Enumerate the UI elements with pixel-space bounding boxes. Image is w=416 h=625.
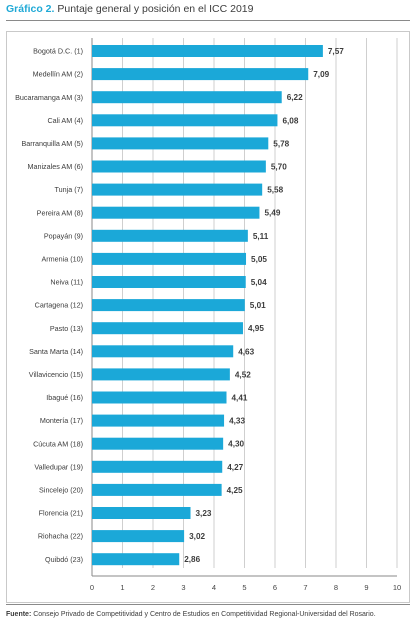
data-label: 4,41 xyxy=(232,394,248,403)
data-label: 3,02 xyxy=(189,532,205,541)
bar-chart: 0 1 2 3 4 5 6 7 8 9 10 Bogotá D.C. (1) 7,57 Medellín … xyxy=(15,38,401,592)
x-tick-label: 10 xyxy=(393,583,401,592)
data-label: 5,01 xyxy=(250,301,266,310)
data-label: 5,58 xyxy=(267,186,283,195)
category-label: Cúcuta AM (18) xyxy=(33,439,83,448)
category-label: Pereira AM (8) xyxy=(37,208,83,217)
bar xyxy=(92,252,247,265)
bar xyxy=(92,345,234,358)
footer-rule xyxy=(6,604,410,605)
data-label: 4,52 xyxy=(235,370,251,379)
bar xyxy=(92,322,243,335)
data-label: 7,57 xyxy=(328,47,344,56)
title-rule xyxy=(6,20,410,21)
source-text: Consejo Privado de Competitividad y Cent… xyxy=(33,611,376,618)
plot-frame xyxy=(6,31,410,603)
x-tick-label: 7 xyxy=(303,583,307,592)
bar xyxy=(92,206,260,219)
bar xyxy=(92,460,223,473)
bar xyxy=(92,553,180,566)
category-label: Florencia (21) xyxy=(39,509,83,518)
x-tick-label: 0 xyxy=(90,583,94,592)
data-label: 6,22 xyxy=(287,93,303,102)
category-label: Santa Marta (14) xyxy=(29,347,83,356)
category-label: Cali AM (4) xyxy=(47,116,83,125)
data-label: 7,09 xyxy=(313,70,329,79)
data-label: 5,78 xyxy=(273,139,289,148)
category-label: Ibagué (16) xyxy=(46,393,83,402)
category-label: Popayán (9) xyxy=(44,231,83,240)
bar xyxy=(92,437,224,450)
bar xyxy=(92,391,227,404)
x-tick-label: 1 xyxy=(120,583,124,592)
category-label: Pasto (13) xyxy=(50,324,83,333)
category-label: Manizales AM (6) xyxy=(27,162,83,171)
data-label: 4,25 xyxy=(227,486,243,495)
data-label: 4,33 xyxy=(229,417,245,426)
bar xyxy=(92,45,323,57)
category-label: Sincelejo (20) xyxy=(39,486,83,495)
x-tick-label: 3 xyxy=(181,583,185,592)
chart-title-text: Puntaje general y posición en el ICC 201… xyxy=(57,3,254,15)
bar xyxy=(92,137,269,150)
bar xyxy=(92,414,225,427)
bar xyxy=(92,483,222,496)
data-label: 5,04 xyxy=(251,278,267,287)
category-label: Bucaramanga AM (3) xyxy=(15,93,83,102)
bar xyxy=(92,114,278,127)
category-label: Bogotá D.C. (1) xyxy=(33,47,83,56)
bar xyxy=(92,229,248,242)
category-label: Armenia (10) xyxy=(41,255,83,264)
category-label: Tunja (7) xyxy=(55,185,84,194)
data-label: 5,05 xyxy=(251,255,267,264)
x-tick-label: 9 xyxy=(364,583,368,592)
data-label: 4,27 xyxy=(227,463,243,472)
bar xyxy=(92,530,185,543)
bar xyxy=(92,91,282,104)
chart-title: Gráfico 2. Puntaje general y posición en… xyxy=(6,3,254,15)
category-label: Montería (17) xyxy=(40,416,83,425)
data-label: 5,11 xyxy=(253,232,269,241)
data-label: 5,70 xyxy=(271,163,287,172)
chart-title-prefix: Gráfico 2. xyxy=(6,3,55,15)
category-label: Villavicencio (15) xyxy=(29,370,83,379)
source-label: Fuente: xyxy=(6,611,32,618)
x-tick-label: 4 xyxy=(212,583,216,592)
category-label: Barranquilla AM (5) xyxy=(21,139,83,148)
category-label: Neiva (11) xyxy=(50,278,83,287)
bar xyxy=(92,68,309,81)
bar xyxy=(92,160,266,173)
data-label: 5,49 xyxy=(264,209,280,218)
category-label: Quibdó (23) xyxy=(45,555,83,564)
category-label: Medellín AM (2) xyxy=(33,70,83,79)
data-label: 4,30 xyxy=(228,440,244,449)
category-label: Cartagena (12) xyxy=(35,301,83,310)
bar xyxy=(92,507,191,519)
x-tick-label: 8 xyxy=(334,583,338,592)
bar xyxy=(92,368,230,381)
category-label: Valledupar (19) xyxy=(34,462,83,471)
x-tick-label: 2 xyxy=(151,583,155,592)
data-label: 2,86 xyxy=(184,555,200,564)
x-tick-label: 5 xyxy=(242,583,246,592)
source-note: Fuente: Consejo Privado de Competitivida… xyxy=(6,611,376,618)
data-label: 4,95 xyxy=(248,324,264,333)
bar xyxy=(92,299,245,312)
data-label: 3,23 xyxy=(196,509,212,518)
data-label: 4,63 xyxy=(238,347,254,356)
category-label: Riohacha (22) xyxy=(38,532,83,541)
data-label: 6,08 xyxy=(282,116,298,125)
x-tick-label: 6 xyxy=(273,583,277,592)
bar xyxy=(92,276,246,288)
bar xyxy=(92,183,263,196)
